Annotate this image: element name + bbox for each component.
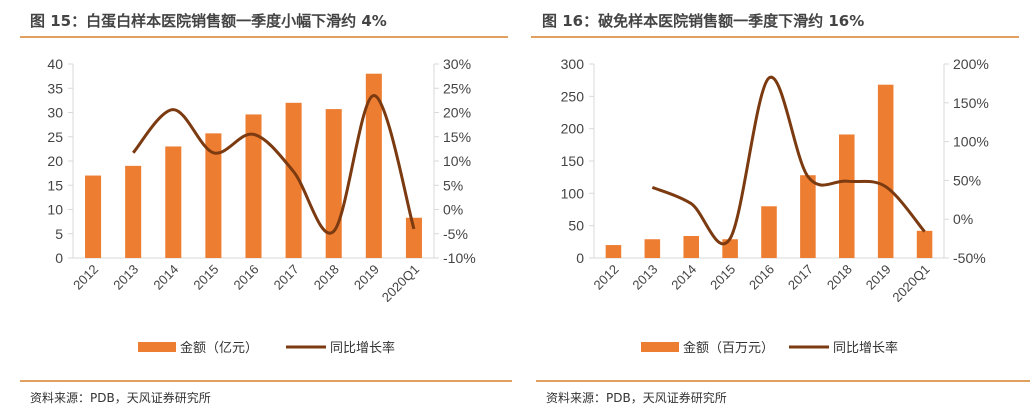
right-tick-label: 5%: [443, 177, 463, 193]
right-tick-label: 15%: [443, 129, 471, 145]
right-tick-label: -10%: [443, 250, 476, 266]
bar-2013: [644, 239, 661, 258]
legend-line-label: 同比增长率: [833, 340, 898, 355]
left-tick-label: 10: [47, 202, 63, 218]
x-tick-label: 2015: [707, 262, 738, 293]
x-tick-label: 2013: [629, 262, 660, 293]
left-tick-label: 15: [47, 177, 63, 193]
chart-15: 0 5 10 15 20 25 30 35 40 -10% -5% 0% 5% 10% 15% 20% 25% 3…: [47, 56, 476, 355]
chart-panel-16: 图 16：破免样本医院销售额一季度下滑约 16% 0 50 100 150 200 250…: [518, 0, 1036, 414]
x-tick-label: 2016: [231, 262, 262, 293]
right-tick-label: 200%: [953, 56, 989, 72]
legend-bar-label: 金额（亿元）: [180, 340, 258, 355]
legend-line-label: 同比增长率: [330, 340, 395, 355]
bar-2012: [85, 175, 102, 258]
x-tick-label: 2017: [785, 262, 816, 293]
legend-bar-label: 金额（百万元）: [683, 340, 774, 355]
right-tick-label: 0%: [443, 202, 463, 218]
bar-2018: [839, 134, 855, 258]
x-tick-label: 2013: [110, 262, 141, 293]
title-rule: [531, 36, 1019, 38]
left-tick-label: 300: [561, 56, 585, 72]
bar-2020Q1: [916, 230, 933, 258]
right-tick-label: 100%: [953, 134, 989, 150]
x-tick-label: 2012: [591, 262, 622, 293]
right-tick-label: -5%: [443, 226, 468, 242]
left-tick-label: 0: [576, 250, 584, 266]
growth-rate-line: [651, 75, 926, 246]
right-tick-label: 50%: [953, 172, 981, 188]
bar-2020Q1: [405, 217, 422, 258]
source-note: 资料来源：PDB，天风证券研究所: [30, 391, 211, 405]
bar-2017: [800, 175, 816, 258]
right-tick-label: 0%: [953, 211, 973, 227]
x-tick-label: 2014: [668, 262, 699, 293]
left-tick-label: 5: [55, 226, 63, 242]
legend-bar-swatch: [641, 342, 679, 352]
chart-panel-15: 图 15：白蛋白样本医院销售额一季度小幅下滑约 4% 0 5 10 15 20 25 30 3…: [20, 12, 512, 405]
bar-2013: [125, 165, 142, 258]
x-tick-label: 2012: [70, 262, 101, 293]
x-tick-label: 2015: [190, 262, 221, 293]
left-tick-label: 30: [47, 105, 63, 121]
x-tick-label: 2019: [351, 262, 382, 293]
bar-2019: [877, 84, 894, 259]
source-rule: [536, 380, 1030, 382]
bar-2015: [722, 239, 738, 258]
x-tick-label: 2018: [311, 262, 342, 293]
left-tick-label: 40: [47, 56, 63, 72]
right-tick-label: 150%: [953, 95, 989, 111]
source-rule: [20, 380, 512, 382]
x-tick-label: 2017: [271, 262, 302, 293]
left-tick-label: 150: [561, 153, 585, 169]
bar-2012: [605, 245, 622, 258]
x-tick-label: 2020Q1: [889, 262, 932, 305]
bar-2019: [365, 73, 382, 258]
left-tick-label: 0: [55, 250, 63, 266]
bar-2018: [325, 109, 342, 258]
bar-2017: [285, 102, 302, 258]
left-tick-label: 200: [561, 121, 585, 137]
bar-2015: [205, 133, 222, 258]
right-tick-label: -50%: [953, 250, 986, 266]
chart-title: 图 15：白蛋白样本医院销售额一季度小幅下滑约 4%: [30, 12, 387, 30]
right-tick-label: 30%: [443, 56, 471, 72]
growth-rate-line: [132, 94, 416, 235]
x-tick-label: 2018: [824, 262, 855, 293]
x-tick-label: 2020Q1: [379, 262, 422, 305]
bar-2014: [683, 236, 699, 258]
right-tick-label: 10%: [443, 153, 471, 169]
left-tick-label: 20: [47, 153, 63, 169]
x-tick-label: 2019: [863, 262, 894, 293]
source-note: 资料来源：PDB，天风证券研究所: [546, 391, 727, 405]
bar-2014: [165, 146, 182, 258]
bar-2016: [245, 114, 262, 258]
x-tick-label: 2016: [746, 262, 777, 293]
right-tick-label: 20%: [443, 105, 471, 121]
left-tick-label: 250: [561, 88, 585, 104]
chart-16: 0 50 100 150 200 250 300 -50% 0% 50% 100% 150% 200% 2…: [561, 56, 989, 355]
x-tick-label: 2014: [150, 262, 181, 293]
left-tick-label: 25: [47, 129, 63, 145]
left-tick-label: 100: [561, 185, 585, 201]
left-tick-label: 35: [47, 80, 63, 96]
chart-title: 图 16：破免样本医院销售额一季度下滑约 16%: [542, 12, 865, 30]
left-tick-label: 50: [568, 218, 584, 234]
title-rule: [20, 36, 508, 38]
legend-bar-swatch: [138, 342, 176, 352]
right-tick-label: 25%: [443, 80, 471, 96]
bar-2016: [761, 206, 777, 258]
